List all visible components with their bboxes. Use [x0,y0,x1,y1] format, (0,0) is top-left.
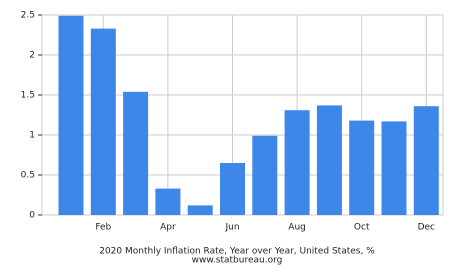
chart-subtitle: www.statbureau.org [192,256,283,266]
bar [123,91,149,215]
bar [349,120,375,215]
bar [58,15,84,215]
bar [220,163,245,215]
y-tick-label: 1.5 [21,91,35,101]
x-tick-label: Feb [95,223,111,233]
x-tick-label: Dec [418,223,435,233]
bar [155,188,181,215]
x-tick-label: Oct [354,223,370,233]
y-tick-label: 0.5 [21,171,35,181]
y-tick-label: 2 [29,51,35,61]
x-tick-label: Apr [160,223,176,233]
bar [252,135,278,215]
bar [381,121,407,215]
bar [316,105,342,215]
y-tick-label: 0 [29,211,35,221]
bar [187,205,213,215]
bar [284,110,310,215]
chart-title: 2020 Monthly Inflation Rate, Year over Y… [99,247,375,257]
y-tick-label: 2.5 [21,11,35,21]
x-tick-label: Jun [224,223,239,233]
x-tick-label: Aug [288,223,306,233]
bar [90,28,116,215]
bar [413,106,439,215]
y-tick-label: 1 [29,131,35,141]
